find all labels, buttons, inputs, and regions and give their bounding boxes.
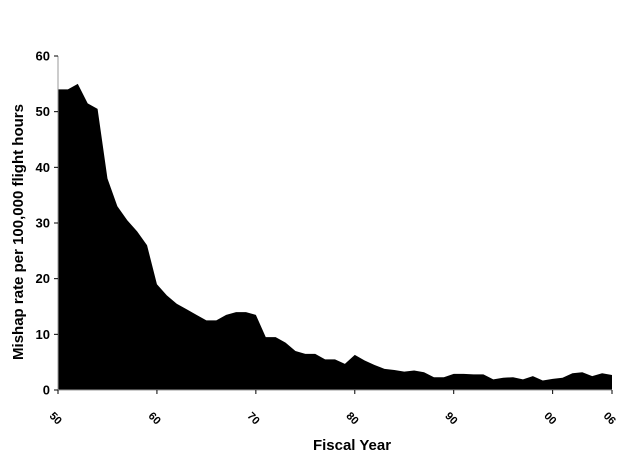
y-tick-label: 30 — [36, 216, 50, 231]
y-tick-label: 40 — [36, 160, 50, 175]
y-tick-label: 0 — [43, 383, 50, 398]
x-axis-ticks: 50 60 70 80 90 00 06 — [47, 390, 618, 427]
x-axis-title: Fiscal Year — [313, 437, 391, 454]
x-tick-label: 60 — [146, 410, 163, 427]
x-tick-label: 90 — [442, 410, 459, 427]
x-tick-label: 50 — [47, 410, 64, 427]
y-axis-ticks: 0 10 20 30 40 50 60 — [36, 49, 58, 398]
x-tick-label: 00 — [541, 410, 558, 427]
y-tick-label: 10 — [36, 327, 50, 342]
x-tick-label: 70 — [245, 410, 262, 427]
y-tick-label: 50 — [36, 104, 50, 119]
y-axis-title: Mishap rate per 100,000 flight hours — [10, 104, 27, 360]
x-tick-label: 06 — [601, 410, 618, 427]
mishap-rate-area — [58, 83, 612, 390]
x-tick-label: 80 — [344, 410, 361, 427]
y-tick-label: 60 — [36, 49, 50, 64]
y-tick-label: 20 — [36, 271, 50, 286]
